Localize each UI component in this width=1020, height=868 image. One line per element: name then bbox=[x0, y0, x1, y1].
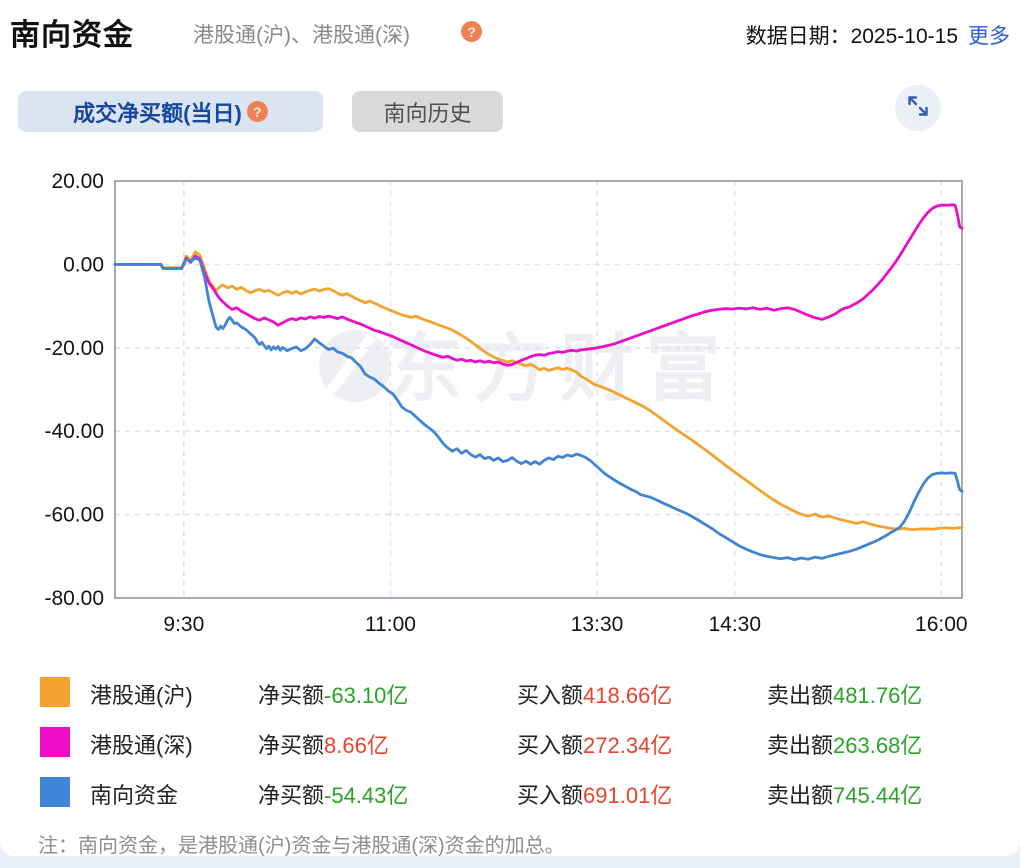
sell-cell: 卖出额481.76亿 bbox=[767, 678, 922, 710]
sell-label: 卖出额 bbox=[767, 783, 834, 808]
net-buy-label: 净买额 bbox=[258, 783, 325, 808]
legend-swatch-south bbox=[40, 777, 70, 807]
x-tick-label: 14:30 bbox=[708, 613, 761, 636]
sell-cell: 卖出额745.44亿 bbox=[767, 778, 922, 810]
y-tick-label: -20.00 bbox=[44, 337, 104, 360]
fullscreen-button[interactable] bbox=[895, 85, 941, 131]
legend-row-shen: 港股通(深) 净买额8.66亿 买入额272.34亿 卖出额263.68亿 bbox=[0, 727, 1020, 760]
buy-value: 272.34亿 bbox=[583, 733, 673, 758]
sell-label: 卖出额 bbox=[767, 733, 834, 758]
tab-help-icon[interactable]: ? bbox=[246, 101, 268, 122]
x-tick-label: 11:00 bbox=[365, 613, 416, 636]
tab-south-history-label: 南向历史 bbox=[383, 100, 472, 126]
series-南向资金 bbox=[113, 256, 964, 561]
data-date-label: 数据日期： bbox=[745, 25, 851, 48]
page-title: 南向资金 bbox=[10, 19, 134, 52]
net-buy-value: 8.66亿 bbox=[324, 733, 389, 758]
x-tick-label: 13:30 bbox=[571, 613, 624, 636]
legend-swatch-shen bbox=[40, 727, 70, 757]
y-tick-label: -80.00 bbox=[44, 587, 104, 610]
series-港股通(沪) bbox=[113, 250, 964, 531]
buy-cell: 买入额418.66亿 bbox=[517, 678, 672, 710]
buy-label: 买入额 bbox=[517, 733, 584, 758]
net-buy-chart: 东方财富20.000.00-20.00-40.00-60.00-80.009:3… bbox=[44, 170, 968, 636]
y-tick-label: 20.00 bbox=[51, 170, 104, 193]
buy-value: 418.66亿 bbox=[583, 683, 673, 708]
sell-label: 卖出额 bbox=[767, 683, 834, 708]
buy-label: 买入额 bbox=[517, 783, 584, 808]
legend-name: 南向资金 bbox=[90, 783, 179, 808]
net-buy-label: 净买额 bbox=[258, 733, 325, 758]
more-link[interactable]: 更多 bbox=[968, 25, 1010, 48]
legend-name: 港股通(深) bbox=[90, 733, 193, 758]
tab-net-buy-today-label: 成交净买额(当日) bbox=[73, 100, 242, 126]
buy-cell: 买入额272.34亿 bbox=[517, 728, 672, 760]
y-tick-label: -40.00 bbox=[44, 420, 104, 443]
buy-value: 691.01亿 bbox=[583, 783, 673, 808]
chart-area: 东方财富 20.00 0.00 -20.00 -40.00 -60.00 -80.00 9:3… bbox=[44, 170, 968, 636]
net-buy-cell: 净买额-63.10亿 bbox=[258, 678, 408, 710]
sell-value: 745.44亿 bbox=[833, 783, 923, 808]
sell-value: 263.68亿 bbox=[833, 733, 923, 758]
net-buy-cell: 净买额-54.43亿 bbox=[258, 778, 408, 810]
data-date-value: 2025-10-15 bbox=[850, 25, 958, 48]
x-tick-label: 16:00 bbox=[915, 613, 968, 636]
footnote: 注：南向资金，是港股通(沪)资金与港股通(深)资金的加总。 bbox=[38, 835, 565, 856]
x-tick-label: 9:30 bbox=[163, 613, 204, 636]
legend-name: 港股通(沪) bbox=[90, 683, 193, 708]
expand-icon bbox=[905, 93, 931, 124]
data-date: 数据日期：2025-10-15 更多 bbox=[746, 20, 1010, 50]
legend-row-hu: 港股通(沪) 净买额-63.10亿 买入额418.66亿 卖出额481.76亿 bbox=[0, 677, 1020, 710]
buy-cell: 买入额691.01亿 bbox=[517, 778, 672, 810]
tab-net-buy-today[interactable]: 成交净买额(当日) ? bbox=[18, 91, 323, 132]
net-buy-value: -63.10亿 bbox=[324, 683, 409, 708]
series-港股通(深) bbox=[113, 203, 964, 367]
legend-row-south: 南向资金 净买额-54.43亿 买入额691.01亿 卖出额745.44亿 bbox=[0, 777, 1020, 810]
sell-value: 481.76亿 bbox=[833, 683, 923, 708]
y-tick-label: -60.00 bbox=[44, 504, 104, 527]
page-subtitle: 港股通(沪)、港股通(深) bbox=[193, 24, 410, 47]
help-icon[interactable]: ? bbox=[461, 21, 482, 42]
buy-label: 买入额 bbox=[517, 683, 584, 708]
net-buy-value: -54.43亿 bbox=[324, 783, 409, 808]
sell-cell: 卖出额263.68亿 bbox=[767, 728, 922, 760]
legend-swatch-hu bbox=[40, 677, 70, 707]
tab-south-history[interactable]: 南向历史 bbox=[352, 91, 503, 132]
net-buy-cell: 净买额8.66亿 bbox=[258, 728, 389, 760]
y-tick-label: 0.00 bbox=[63, 253, 104, 276]
net-buy-label: 净买额 bbox=[258, 683, 325, 708]
